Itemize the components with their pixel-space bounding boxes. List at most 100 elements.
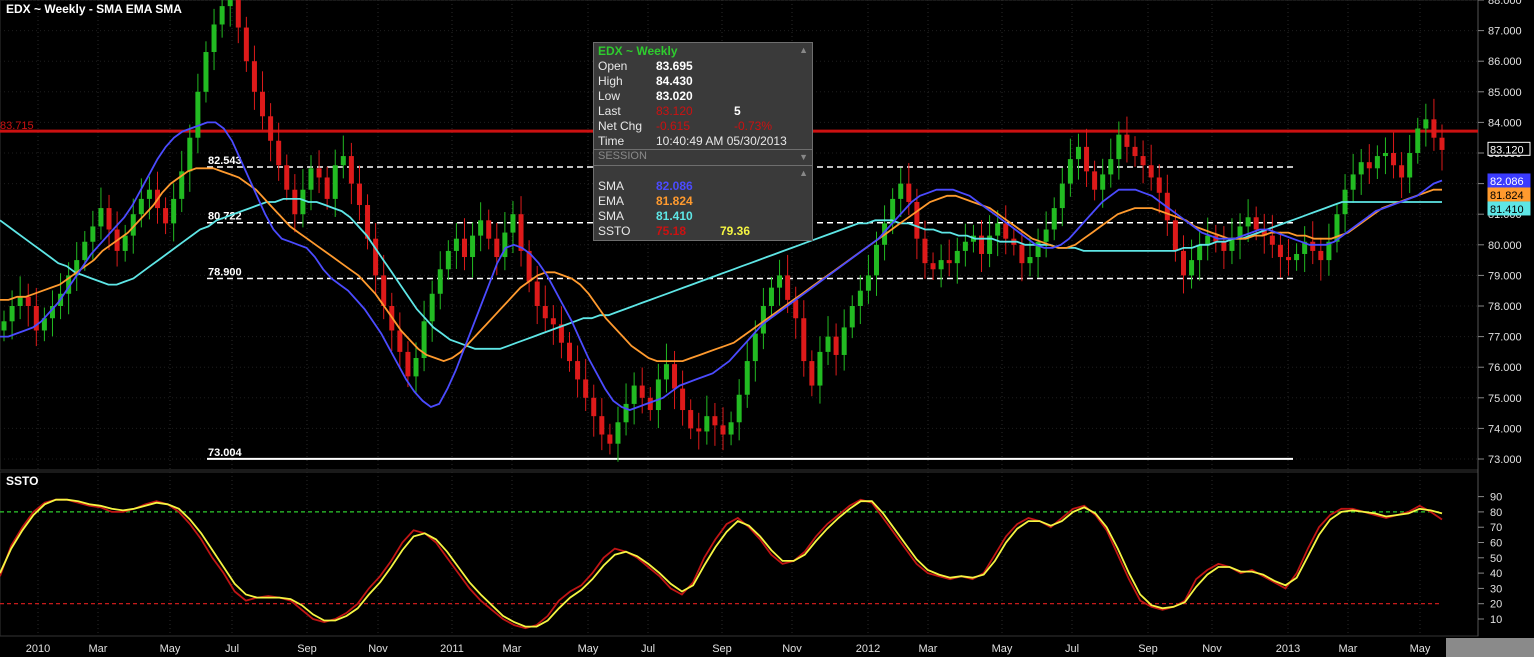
horizontal-scrollbar[interactable] [1446,638,1534,657]
y-tick-label: 79.000 [1488,270,1522,282]
x-tick-label: May [992,643,1013,655]
candle-body [1019,244,1025,264]
candle-body [809,361,815,386]
candle-body [752,333,758,362]
candle-body [987,235,993,254]
study-value-2: 79.36 [720,224,751,238]
candle-body [82,241,88,261]
sma-slow-line [0,198,1442,350]
candle-body [163,208,169,224]
info-label: Time [598,134,625,148]
x-tick-label: Mar [89,643,108,655]
candle-body [243,27,249,62]
candle-body [1027,257,1033,264]
info-extra-value: -0.73% [734,119,773,133]
info-label: High [598,74,623,88]
candle-body [760,306,766,334]
info-value: 83.695 [656,59,693,73]
candle-body [1100,174,1106,190]
candle-body [728,422,734,435]
candle-body [1439,137,1445,150]
candle-body [98,208,104,227]
sma-fast-line [0,121,1443,411]
candle-body [849,306,855,328]
candle-body [276,140,282,166]
candle-body [1391,153,1397,166]
candle-body [1399,165,1405,178]
candle-body [688,410,694,429]
study-label: EMA [598,194,625,208]
axis-value-badge-label: 81.824 [1490,190,1524,202]
level-label: 73.004 [208,447,243,459]
candle-body [1269,235,1275,245]
candle-body [712,416,718,426]
collapse-up-icon[interactable]: ▲ [799,45,808,55]
candle-body [995,223,1001,236]
candle-body [1108,159,1114,175]
candle-body [1326,241,1332,261]
candle-body [74,260,80,276]
candle-body [1075,146,1081,160]
y-tick-label: 88.000 [1488,0,1522,7]
candle-body [1221,241,1227,251]
candle-body [122,235,128,251]
candle-body [453,238,459,251]
candle-body [938,260,944,270]
x-tick-label: Nov [368,643,388,655]
study-label: SMA [598,209,625,223]
candle-body [25,296,31,306]
candle-body [421,321,427,359]
collapse-up-icon-2[interactable]: ▲ [799,168,808,178]
y-tick-label: 75.000 [1488,393,1522,405]
x-tick-label: 2010 [26,643,50,655]
candle-body [470,235,476,258]
candle-body [873,244,879,276]
candle-body [268,116,274,141]
candle-body [1067,159,1073,184]
candle-body [219,6,225,25]
candle-body [526,250,532,282]
candle-body [567,342,573,362]
candle-body [1431,119,1437,138]
ssto-panel-label: SSTO [6,474,39,488]
session-label: SESSION [598,150,647,162]
candle-body [1148,165,1154,178]
ssto-tick-label: 20 [1490,599,1502,611]
candle-body [146,189,152,199]
info-value: -0.615 [656,119,691,133]
candle-body [284,165,290,190]
candle-body [922,238,928,264]
candle-body [542,306,548,319]
candle-body [639,385,645,398]
candle-body [704,416,710,432]
level-label: 82.543 [208,155,242,167]
candle-body [429,293,435,322]
candle-body [1286,257,1292,261]
candle-body [90,226,96,242]
candle-body [1334,214,1340,242]
candle-body [1253,217,1259,230]
candle-body [33,306,39,331]
x-tick-label: Sep [712,643,732,655]
candle-body [494,238,500,258]
candle-body [292,189,298,215]
x-tick-label: Mar [503,643,522,655]
expand-down-icon[interactable]: ▼ [799,152,808,162]
info-label: Net Chg [598,119,643,133]
ssto-tick-label: 90 [1490,492,1502,504]
candle-body [9,306,15,322]
candle-body [1318,250,1324,261]
candle-body [187,137,193,172]
candle-body [793,299,799,319]
candle-body [720,425,726,435]
axis-value-badge [1487,187,1531,202]
candle-body [1374,156,1380,169]
ssto-tick-label: 10 [1490,614,1502,626]
ssto-tick-label: 60 [1490,538,1502,550]
candle-body [332,165,338,199]
ssto-panel-frame [0,471,1479,637]
candle-body [1092,171,1098,190]
candle-body [1261,229,1267,236]
candle-body [203,52,209,92]
level-label: 83.715 [0,120,34,132]
